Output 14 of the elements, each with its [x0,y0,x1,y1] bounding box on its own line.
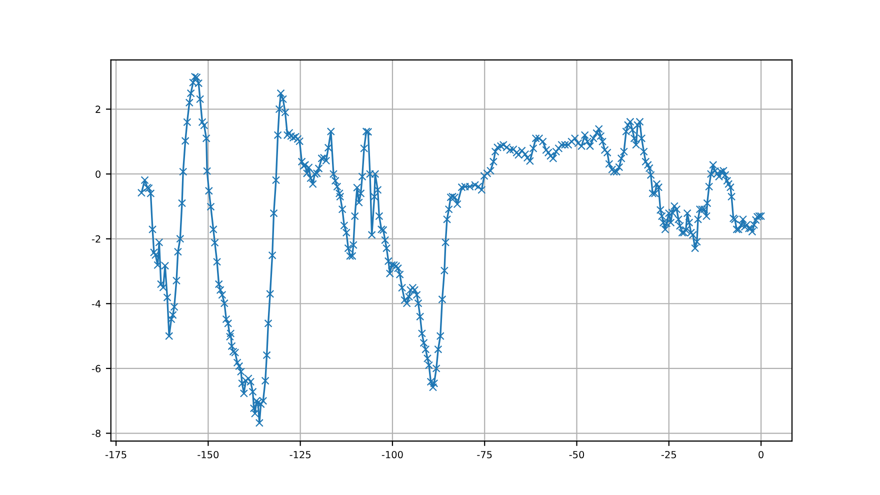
x-tick-label: 0 [758,450,764,458]
y-tick-label: -8 [92,430,100,438]
y-tick-label: -6 [92,364,101,372]
x-tick-label: -50 [569,450,584,458]
x-tick-label: -25 [661,450,676,458]
x-tick-label: -75 [477,451,492,458]
y-tick-label: -4 [92,300,101,308]
x-tick-label: -150 [198,450,219,458]
x-tick-label: -125 [290,450,311,458]
y-tick-label: -2 [92,235,100,242]
x-tick-label: -100 [382,450,403,458]
y-tick-label: 2 [96,106,100,113]
x-tick-label: -175 [105,451,126,458]
y-tick-label: 0 [96,170,101,178]
